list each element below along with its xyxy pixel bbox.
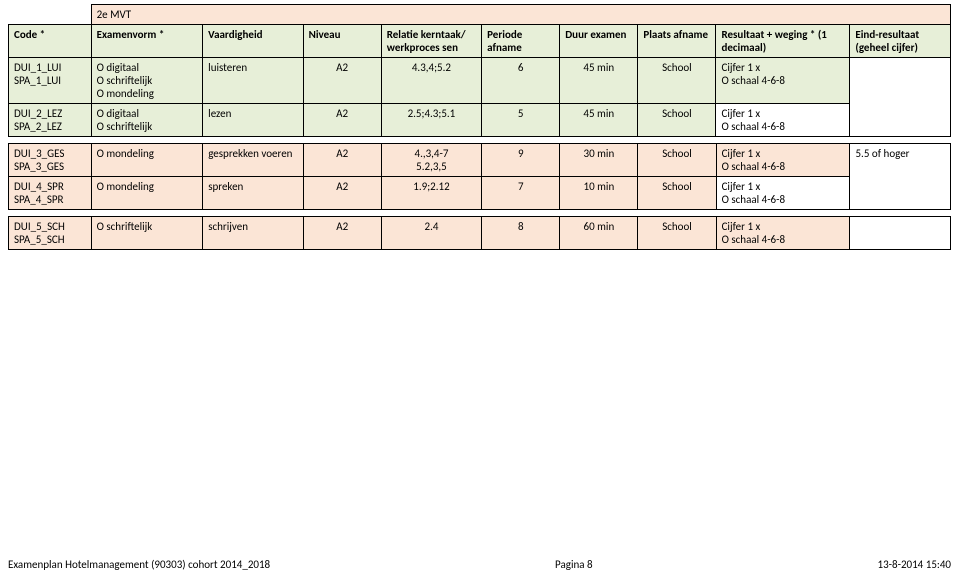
- cell-relatie: 1.9;2.12: [381, 177, 481, 210]
- cell-vaard: schrijven: [203, 217, 303, 250]
- cell-periode: 8: [482, 217, 560, 250]
- cell-plaats: School: [638, 58, 716, 104]
- cell-duur: 60 min: [560, 217, 638, 250]
- col-examenvorm: Examenvorm *: [91, 25, 203, 58]
- table-row: DUI_3_GESSPA_3_GES O mondeling gesprekke…: [9, 144, 951, 177]
- cell-relatie: 4.3,4;5.2: [381, 58, 481, 104]
- cell-eind: [850, 217, 951, 250]
- cell-vaard: luisteren: [203, 58, 303, 104]
- cell-niveau: A2: [303, 144, 381, 177]
- cell-relatie: 2.4: [381, 217, 481, 250]
- footer-right: 13-8-2014 15:40: [878, 558, 952, 571]
- col-niveau: Niveau: [303, 25, 381, 58]
- cell-examen: O mondeling: [91, 144, 203, 177]
- col-eind: Eind-resultaat (geheel cijfer): [850, 25, 951, 58]
- footer-left: Examenplan Hotelmanagement (90303) cohor…: [8, 558, 270, 571]
- cell-examen: O schriftelijk: [91, 217, 203, 250]
- cell-duur: 45 min: [560, 104, 638, 137]
- col-periode: Periode afname: [482, 25, 560, 58]
- table-row: DUI_5_SCHSPA_5_SCH O schriftelijk schrij…: [9, 217, 951, 250]
- cell-niveau: A2: [303, 177, 381, 210]
- col-code: Code *: [9, 25, 92, 58]
- page-footer: Examenplan Hotelmanagement (90303) cohor…: [8, 558, 951, 571]
- cell-plaats: School: [638, 177, 716, 210]
- cell-vaard: gesprekken voeren: [203, 144, 303, 177]
- table-row: DUI_2_LEZSPA_2_LEZ O digitaalO schriftel…: [9, 104, 951, 137]
- col-vaardigheid: Vaardigheid: [203, 25, 303, 58]
- cell-code: DUI_4_SPRSPA_4_SPR: [9, 177, 92, 210]
- cell-vaard: spreken: [203, 177, 303, 210]
- cell-examen: O mondeling: [91, 177, 203, 210]
- cell-eind: 5.5 of hoger: [850, 144, 951, 210]
- exam-table-3: DUI_5_SCHSPA_5_SCH O schriftelijk schrij…: [8, 216, 951, 250]
- cell-periode: 5: [482, 104, 560, 137]
- cell-result: Cijfer 1 xO schaal 4-6-8: [716, 58, 850, 104]
- cell-niveau: A2: [303, 217, 381, 250]
- exam-table-1: 2e MVT Code * Examenvorm * Vaardigheid N…: [8, 4, 951, 137]
- cell-result: Cijfer 1 xO schaal 4-6-8: [716, 144, 850, 177]
- cell-plaats: School: [638, 217, 716, 250]
- cell-code: DUI_3_GESSPA_3_GES: [9, 144, 92, 177]
- section-title: 2e MVT: [91, 5, 950, 25]
- cell-result: Cijfer 1 xO schaal 4-6-8: [716, 177, 850, 210]
- cell-code: DUI_1_LUISPA_1_LUI: [9, 58, 92, 104]
- cell-eind: [850, 58, 951, 137]
- cell-periode: 6: [482, 58, 560, 104]
- cell-niveau: A2: [303, 58, 381, 104]
- cell-result: Cijfer 1 xO schaal 4-6-8: [716, 104, 850, 137]
- cell-code: DUI_2_LEZSPA_2_LEZ: [9, 104, 92, 137]
- cell-plaats: School: [638, 144, 716, 177]
- cell-periode: 9: [482, 144, 560, 177]
- empty-cell: [9, 5, 92, 25]
- cell-vaard: lezen: [203, 104, 303, 137]
- cell-code: DUI_5_SCHSPA_5_SCH: [9, 217, 92, 250]
- col-plaats: Plaats afname: [638, 25, 716, 58]
- cell-relatie: 4.,3,4-75.2,3,5: [381, 144, 481, 177]
- col-resultaat: Resultaat + weging * (1 decimaal): [716, 25, 850, 58]
- cell-duur: 30 min: [560, 144, 638, 177]
- exam-table-2: DUI_3_GESSPA_3_GES O mondeling gesprekke…: [8, 143, 951, 210]
- col-duur: Duur examen: [560, 25, 638, 58]
- cell-plaats: School: [638, 104, 716, 137]
- table-row: DUI_4_SPRSPA_4_SPR O mondeling spreken A…: [9, 177, 951, 210]
- cell-examen: O digitaalO schriftelijkO mondeling: [91, 58, 203, 104]
- table-header-row: Code * Examenvorm * Vaardigheid Niveau R…: [9, 25, 951, 58]
- cell-duur: 10 min: [560, 177, 638, 210]
- cell-periode: 7: [482, 177, 560, 210]
- cell-niveau: A2: [303, 104, 381, 137]
- cell-duur: 45 min: [560, 58, 638, 104]
- cell-relatie: 2.5;4.3;5.1: [381, 104, 481, 137]
- col-relatie: Relatie kerntaak/ werkproces sen: [381, 25, 481, 58]
- cell-examen: O digitaalO schriftelijk: [91, 104, 203, 137]
- table-row: DUI_1_LUISPA_1_LUI O digitaalO schriftel…: [9, 58, 951, 104]
- cell-result: Cijfer 1 xO schaal 4-6-8: [716, 217, 850, 250]
